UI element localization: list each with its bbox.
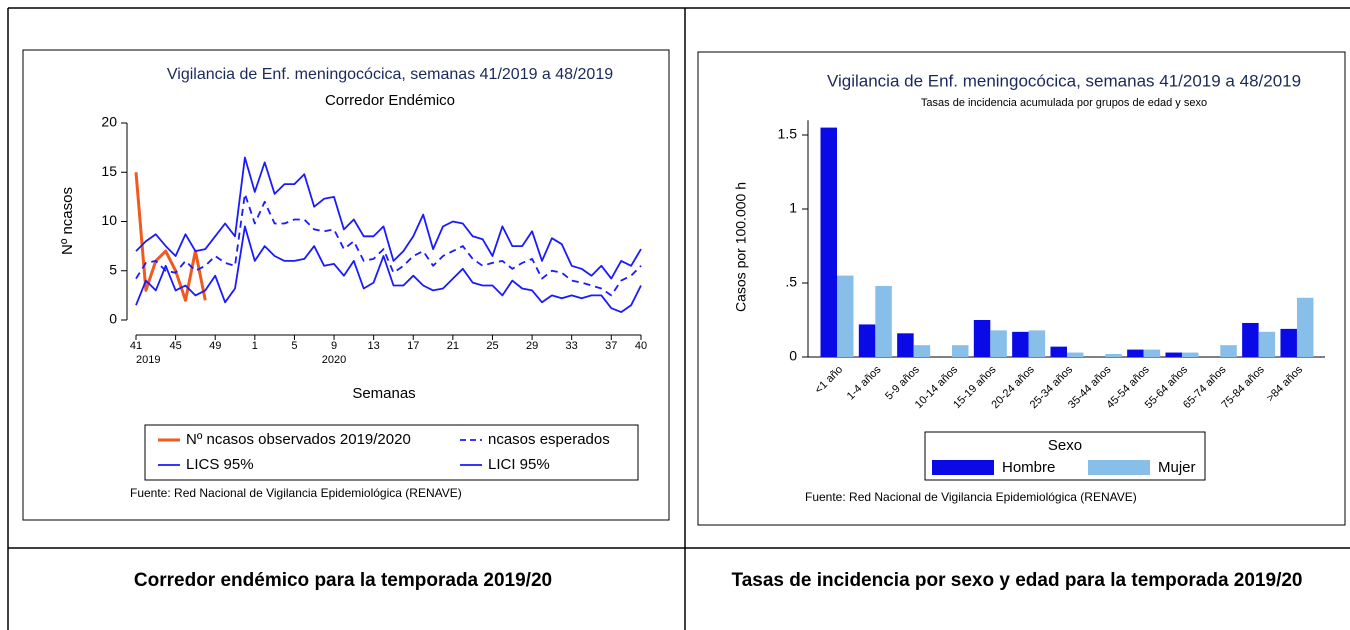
bar bbox=[875, 285, 892, 357]
bar bbox=[1012, 331, 1029, 357]
y-tick-label: 5 bbox=[109, 261, 117, 277]
bar bbox=[1066, 352, 1084, 357]
bar bbox=[1050, 346, 1067, 357]
source: Fuente: Red Nacional de Vigilancia Epide… bbox=[130, 486, 462, 500]
series-line bbox=[135, 225, 642, 313]
y-axis-label: Casos por 100.000 h bbox=[733, 182, 749, 312]
x-tick-label: 33 bbox=[566, 340, 578, 352]
chart-subtitle: Corredor Endémico bbox=[325, 92, 455, 109]
bar bbox=[1143, 349, 1161, 357]
bar bbox=[913, 345, 931, 357]
x-tick-label: 1 bbox=[252, 340, 258, 352]
y-tick-label: 20 bbox=[101, 114, 117, 130]
bar bbox=[990, 330, 1007, 357]
bar bbox=[1220, 345, 1237, 357]
x-tick-label: 41 bbox=[130, 340, 142, 352]
y-tick-label: 0 bbox=[789, 348, 797, 364]
y-axis-label: Nº ncasos bbox=[59, 187, 76, 255]
bar bbox=[837, 275, 854, 357]
bar bbox=[973, 320, 991, 357]
bar bbox=[820, 127, 837, 357]
x-tick-label: 13 bbox=[368, 340, 380, 352]
chart-title: Vigilancia de Enf. meningocócica, semana… bbox=[827, 71, 1301, 90]
series-line bbox=[135, 156, 642, 280]
bar bbox=[951, 345, 969, 357]
bar bbox=[1028, 330, 1046, 357]
bar bbox=[1105, 354, 1122, 357]
x-tick-label: 17 bbox=[407, 340, 419, 352]
legend-swatch bbox=[932, 460, 994, 475]
bar bbox=[1280, 328, 1297, 357]
legend-label: ncasos esperados bbox=[488, 431, 610, 448]
caption: Tasas de incidencia por sexo y edad para… bbox=[731, 570, 1303, 591]
x-tick-label: 49 bbox=[209, 340, 221, 352]
legend-label: Mujer bbox=[1158, 459, 1196, 476]
legend-swatch bbox=[1088, 460, 1150, 475]
y-tick-label: 1 bbox=[789, 200, 797, 216]
legend-box bbox=[144, 424, 639, 481]
x-axis-label: Semanas bbox=[352, 385, 415, 402]
bar bbox=[858, 324, 876, 357]
x-tick-label: 45 bbox=[169, 340, 181, 352]
legend-label: Hombre bbox=[1002, 459, 1055, 476]
caption: Corredor endémico para la temporada 2019… bbox=[133, 570, 553, 591]
legend-label: LICI 95% bbox=[488, 456, 550, 473]
y-tick-label: 1.5 bbox=[778, 126, 798, 142]
bar bbox=[1127, 349, 1144, 357]
y-tick-label: .5 bbox=[785, 274, 797, 290]
x-tick-label: 9 bbox=[331, 340, 337, 352]
series-line bbox=[134, 172, 207, 302]
y-tick-label: 0 bbox=[109, 311, 117, 327]
bar bbox=[897, 333, 914, 357]
bar bbox=[1296, 297, 1314, 357]
legend-title: Sexo bbox=[1048, 437, 1082, 454]
legend-label: LICS 95% bbox=[186, 456, 254, 473]
x-tick-label: 21 bbox=[447, 340, 459, 352]
series-line bbox=[135, 193, 642, 297]
bar bbox=[1258, 331, 1276, 357]
chart-title: Vigilancia de Enf. meningocócica, semana… bbox=[167, 66, 613, 83]
table-borders bbox=[7, 7, 1350, 630]
source: Fuente: Red Nacional de Vigilancia Epide… bbox=[805, 490, 1137, 504]
x-year-label: 2019 bbox=[136, 354, 160, 366]
x-tick-label: 5 bbox=[291, 340, 297, 352]
x-tick-label: 37 bbox=[605, 340, 617, 352]
x-year-label: 2020 bbox=[322, 354, 346, 366]
x-tick-label: 40 bbox=[635, 340, 647, 352]
chart-subtitle: Tasas de incidencia acumulada por grupos… bbox=[921, 97, 1207, 109]
y-tick-label: 10 bbox=[101, 212, 117, 228]
bar bbox=[1242, 322, 1259, 357]
x-tick-label: 29 bbox=[526, 340, 538, 352]
y-tick-label: 15 bbox=[101, 163, 117, 179]
bar bbox=[1181, 352, 1199, 357]
bar bbox=[1165, 352, 1182, 357]
legend-label: Nº ncasos observados 2019/2020 bbox=[186, 431, 411, 448]
x-tick-label: 25 bbox=[486, 340, 498, 352]
